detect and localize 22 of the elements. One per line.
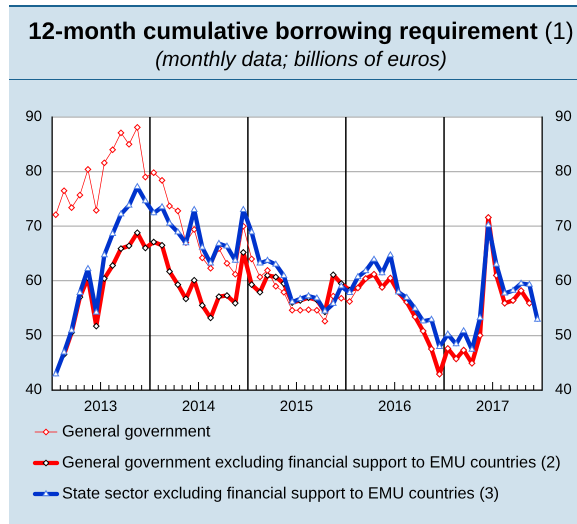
y-tick-label: 60 — [25, 272, 42, 289]
legend-label: General government excluding financial support to EMU countries (2) — [62, 453, 561, 472]
y2-tick-label: 50 — [555, 326, 572, 344]
y-tick-label: 80 — [25, 162, 42, 180]
x-tick-label: 2013 — [84, 398, 118, 416]
y-tick-label: 50 — [25, 326, 42, 344]
y-tick-label: 40 — [25, 381, 42, 398]
legend-label: General government — [62, 422, 211, 440]
y2-tick-label: 90 — [555, 108, 572, 126]
y2-tick-label: 70 — [555, 217, 572, 234]
y-tick-label: 70 — [25, 217, 42, 234]
legend-label: State sector excluding financial support to EMU countries (3) — [62, 484, 500, 502]
x-tick-label: 2017 — [476, 398, 510, 416]
y-tick-label: 90 — [25, 108, 42, 126]
x-tick-label: 2016 — [378, 398, 412, 416]
x-tick-label: 2014 — [182, 398, 216, 416]
chart-subtitle: (monthly data; billions of euros) — [154, 48, 448, 72]
chart-title: 12-month cumulative borrowing requirement (1) — [27, 18, 575, 46]
x-tick-label: 2015 — [280, 398, 314, 416]
y2-tick-label: 40 — [555, 381, 572, 398]
y2-tick-label: 80 — [555, 162, 572, 180]
y2-tick-label: 60 — [555, 272, 572, 289]
